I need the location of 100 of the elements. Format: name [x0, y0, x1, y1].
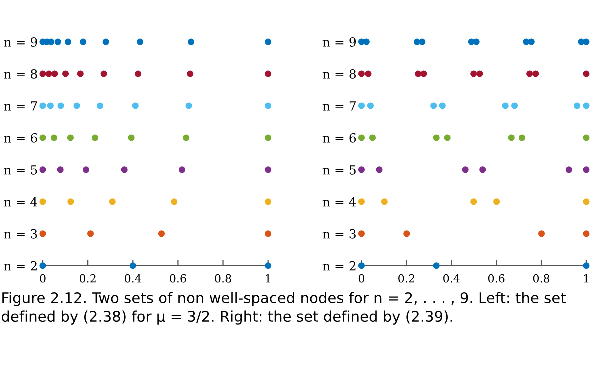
y-tick-label: n = 4 — [322, 197, 356, 207]
point — [100, 70, 108, 78]
point — [363, 38, 370, 46]
point — [358, 230, 365, 238]
y-tick-label: n = 8 — [322, 69, 356, 79]
point — [158, 230, 166, 238]
x-tick-label: 0.2 — [398, 274, 414, 283]
point — [265, 262, 272, 270]
point — [476, 70, 484, 78]
point — [583, 198, 590, 206]
point — [54, 38, 62, 46]
point — [518, 134, 526, 142]
point — [532, 70, 540, 78]
point — [265, 134, 272, 142]
caption: Figure 2.12. Two sets of non well-spaced nodes for n = 2, . . . , 9. Left: the set defined by (2.38) for μ = 3/2. Right: the set defined by (2.39). — [2, 292, 566, 325]
point — [74, 102, 80, 110]
point — [462, 166, 469, 174]
point — [526, 70, 534, 78]
point — [77, 70, 84, 78]
point — [494, 198, 500, 206]
y-tick-label: n = 3 — [4, 229, 38, 239]
point — [376, 166, 383, 174]
point — [365, 70, 372, 78]
point — [88, 230, 94, 238]
point — [68, 198, 74, 206]
point — [58, 102, 64, 110]
point — [67, 134, 74, 142]
point — [121, 166, 128, 174]
point — [473, 38, 480, 46]
point — [470, 70, 478, 78]
point — [40, 230, 46, 238]
y-tick-label: n = 9 — [322, 37, 356, 47]
x-tick-label: 0.6 — [488, 274, 505, 283]
point — [583, 38, 590, 46]
point — [415, 70, 422, 78]
point — [358, 166, 365, 174]
point — [528, 38, 535, 46]
x-tick-label: 0 — [40, 274, 46, 283]
point — [583, 262, 590, 270]
point — [40, 198, 46, 206]
y-tick-label: n = 6 — [322, 133, 356, 143]
point — [40, 262, 46, 270]
x-tick-label: 0.8 — [215, 274, 232, 283]
y-tick-label: n = 5 — [322, 166, 356, 175]
point — [574, 102, 581, 110]
point — [265, 38, 272, 46]
y-tick-label: n = 7 — [322, 102, 356, 111]
point — [502, 102, 509, 110]
point — [40, 134, 46, 142]
y-tick-label: n = 2 — [322, 261, 356, 271]
point — [51, 134, 58, 142]
point — [40, 102, 46, 110]
point — [512, 102, 518, 110]
point — [265, 198, 272, 206]
point — [583, 166, 590, 174]
point — [96, 102, 104, 110]
point — [265, 102, 272, 110]
point — [57, 166, 64, 174]
point — [187, 70, 194, 78]
point — [46, 70, 52, 78]
point — [538, 230, 546, 238]
point — [420, 70, 428, 78]
point — [137, 38, 144, 46]
x-tick-label: 1 — [584, 274, 588, 283]
x-tick-label: 0.2 — [80, 274, 96, 283]
point — [186, 102, 192, 110]
point — [358, 262, 365, 270]
point — [470, 198, 478, 206]
point — [265, 166, 272, 174]
x-tick-label: 0.4 — [444, 274, 460, 283]
point — [404, 230, 410, 238]
y-tick-label: n = 8 — [4, 69, 38, 79]
point — [130, 262, 136, 270]
point — [40, 70, 46, 78]
point — [52, 70, 58, 78]
point — [480, 166, 486, 174]
point — [135, 70, 142, 78]
point — [358, 134, 365, 142]
point — [358, 102, 365, 110]
y-tick-label: n = 6 — [4, 133, 38, 143]
point — [265, 230, 272, 238]
point — [381, 198, 388, 206]
y-tick-label: n = 7 — [4, 102, 38, 111]
point — [439, 102, 446, 110]
point — [358, 70, 365, 78]
y-tick-label: n = 4 — [4, 197, 38, 207]
x-tick-label: 0.8 — [533, 274, 550, 283]
point — [128, 134, 135, 142]
point — [433, 134, 440, 142]
point — [508, 134, 515, 142]
point — [444, 134, 451, 142]
point — [583, 230, 590, 238]
point — [358, 198, 365, 206]
point — [102, 38, 110, 46]
point — [48, 38, 55, 46]
x-tick-label: 1 — [266, 274, 270, 283]
point — [583, 134, 590, 142]
point — [40, 166, 46, 174]
point — [430, 102, 438, 110]
point — [419, 38, 426, 46]
